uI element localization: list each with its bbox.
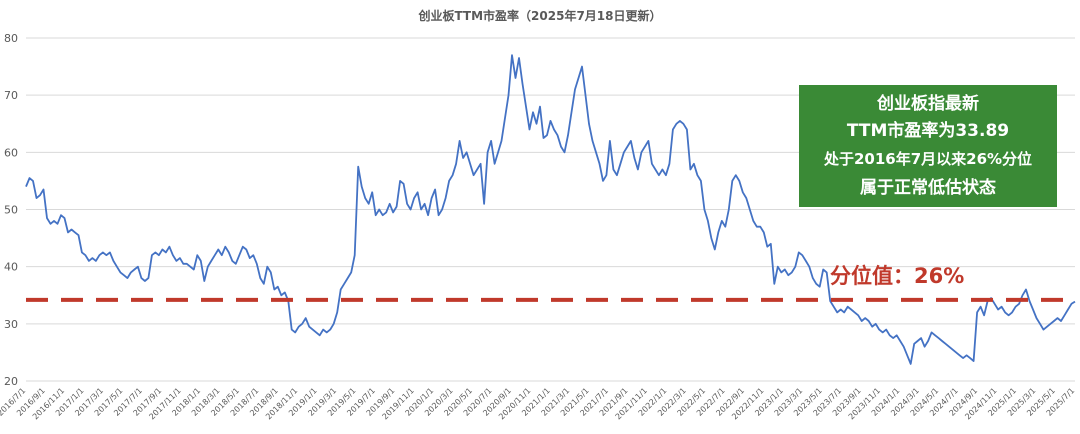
percentile-label: 分位值：26% [830, 264, 964, 288]
callout-background [799, 85, 1057, 207]
callout-box: 创业板指最新 TTM市盈率为33.89 处于2016年7月以来26%分位 属于正… [799, 85, 1057, 207]
x-axis: 2016/7/12016/9/12016/11/12017/1/12017/3/… [0, 386, 1076, 421]
y-tick-label: 70 [4, 89, 18, 102]
callout-line-4: 属于正常低估状态 [860, 177, 996, 198]
callout-line-2: TTM市盈率为33.89 [847, 120, 1009, 141]
y-tick-label: 40 [4, 261, 18, 274]
callout-line-3: 处于2016年7月以来26%分位 [823, 150, 1032, 168]
y-tick-label: 60 [4, 146, 18, 159]
y-axis: 20 30 40 50 60 70 80 [4, 32, 18, 388]
y-tick-label: 50 [4, 204, 18, 217]
series-line [25, 54, 1076, 365]
y-tick-label: 20 [4, 375, 18, 388]
y-tick-label: 80 [4, 32, 18, 45]
chart-title: 创业板TTM市盈率（2025年7月18日更新） [417, 8, 661, 23]
y-tick-label: 30 [4, 318, 18, 331]
grid-layer [26, 37, 1075, 382]
callout-line-1: 创业板指最新 [876, 93, 979, 114]
